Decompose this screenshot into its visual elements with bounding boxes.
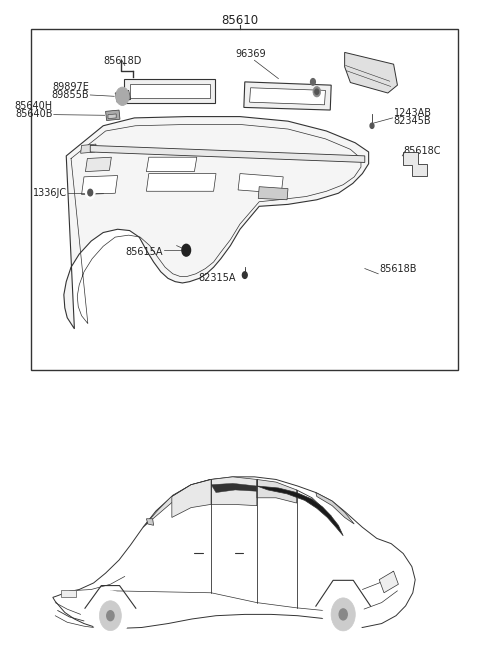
Circle shape [331, 598, 355, 631]
Circle shape [85, 186, 95, 199]
Circle shape [92, 591, 129, 641]
Circle shape [370, 123, 374, 128]
Polygon shape [250, 88, 325, 105]
Polygon shape [124, 79, 215, 103]
Circle shape [242, 272, 247, 278]
Circle shape [88, 189, 93, 196]
Text: 85640B: 85640B [15, 109, 53, 119]
Polygon shape [379, 571, 398, 593]
Circle shape [315, 89, 319, 94]
Polygon shape [211, 477, 257, 506]
Polygon shape [106, 110, 120, 121]
Polygon shape [90, 145, 365, 162]
Polygon shape [53, 477, 415, 629]
Text: 85618C: 85618C [403, 146, 441, 156]
Polygon shape [115, 90, 131, 102]
Circle shape [313, 86, 321, 97]
Polygon shape [85, 157, 111, 172]
Text: 1336JC: 1336JC [33, 187, 67, 198]
Polygon shape [108, 114, 116, 119]
Circle shape [99, 601, 121, 631]
Polygon shape [258, 187, 288, 200]
Polygon shape [172, 479, 211, 517]
Polygon shape [143, 478, 233, 527]
Bar [31, 29, 458, 370]
Text: 85640H: 85640H [15, 102, 53, 111]
Circle shape [323, 587, 363, 642]
Polygon shape [238, 174, 283, 193]
Polygon shape [257, 486, 343, 536]
Text: 89855B: 89855B [51, 90, 89, 100]
Circle shape [311, 79, 315, 85]
Polygon shape [345, 52, 397, 93]
Text: 85615A: 85615A [126, 246, 163, 257]
Text: 96369: 96369 [235, 49, 266, 59]
Circle shape [339, 609, 347, 620]
Polygon shape [146, 157, 197, 172]
Polygon shape [81, 144, 96, 153]
Bar [61, 590, 76, 597]
Circle shape [116, 87, 129, 105]
Text: 85610: 85610 [221, 14, 259, 28]
Polygon shape [146, 174, 216, 191]
Text: 82345B: 82345B [394, 116, 431, 126]
Polygon shape [403, 152, 427, 176]
Text: 85618D: 85618D [103, 56, 142, 66]
Text: 82315A: 82315A [198, 273, 236, 283]
Polygon shape [146, 519, 154, 525]
Text: 1243AB: 1243AB [394, 108, 432, 118]
Text: 85618B: 85618B [379, 264, 417, 274]
Polygon shape [257, 479, 297, 503]
Circle shape [182, 244, 191, 256]
Polygon shape [211, 483, 257, 493]
Polygon shape [82, 176, 118, 195]
Polygon shape [130, 84, 210, 98]
Polygon shape [316, 493, 354, 524]
Polygon shape [244, 82, 331, 110]
Polygon shape [64, 117, 369, 329]
Circle shape [107, 610, 114, 621]
Text: 89897E: 89897E [52, 82, 89, 92]
